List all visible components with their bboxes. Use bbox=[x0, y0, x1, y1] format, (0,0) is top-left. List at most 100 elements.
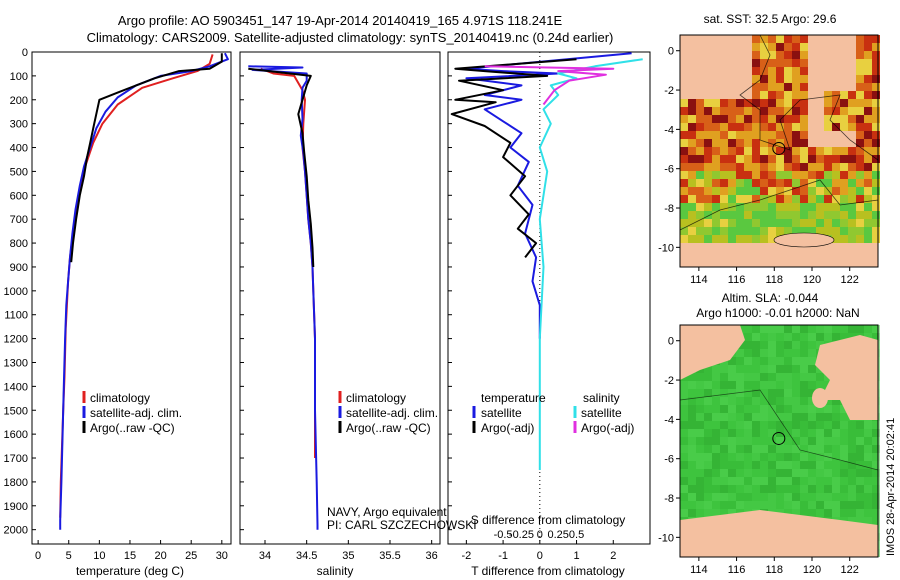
sst-cell bbox=[864, 107, 872, 115]
sst-cell bbox=[864, 187, 872, 195]
sla-cell bbox=[688, 445, 696, 453]
sst-cell bbox=[704, 171, 712, 179]
sst-cell bbox=[696, 147, 704, 155]
sst-cell bbox=[800, 147, 808, 155]
imos-stamp: IMOS 28-Apr-2014 20:02:41 bbox=[885, 418, 897, 556]
sst-cell bbox=[736, 107, 744, 115]
sst-cell bbox=[808, 171, 816, 179]
title-line1: Argo profile: AO 5903451_147 19-Apr-2014… bbox=[118, 13, 563, 28]
title-line2: Climatology: CARS2009. Satellite-adjuste… bbox=[87, 30, 614, 45]
sla-cell bbox=[736, 453, 744, 461]
map-x-tick-label: 122 bbox=[841, 564, 859, 576]
sst-cell bbox=[712, 123, 720, 131]
sst-cell bbox=[752, 227, 760, 235]
sla-cell bbox=[840, 445, 848, 453]
sla-cell bbox=[776, 405, 784, 413]
sla-cell bbox=[800, 325, 808, 333]
sla-cell bbox=[872, 461, 880, 469]
sla-cell bbox=[736, 421, 744, 429]
sst-cell bbox=[752, 139, 760, 147]
sst-cell bbox=[824, 179, 832, 187]
map-y-tick-label: -2 bbox=[664, 85, 674, 97]
sla-cell bbox=[776, 501, 784, 509]
sla-cell bbox=[872, 469, 880, 477]
x-tick-label: 2 bbox=[610, 550, 616, 562]
sla-cell bbox=[856, 421, 864, 429]
sla-cell bbox=[768, 453, 776, 461]
sla-cell bbox=[808, 333, 816, 341]
sla-cell bbox=[792, 413, 800, 421]
sst-cell bbox=[768, 51, 776, 59]
sst-cell bbox=[768, 203, 776, 211]
sla-cell bbox=[752, 365, 760, 373]
sst-cell bbox=[736, 139, 744, 147]
sst-cell bbox=[792, 211, 800, 219]
sla-cell bbox=[704, 437, 712, 445]
sla-cell bbox=[736, 413, 744, 421]
sla-cell bbox=[752, 413, 760, 421]
sst-cell bbox=[768, 59, 776, 67]
sst-cell bbox=[680, 227, 688, 235]
sst-cell bbox=[760, 35, 768, 43]
sla-cell bbox=[744, 461, 752, 469]
sla-cell bbox=[776, 477, 784, 485]
sla-cell bbox=[744, 333, 752, 341]
sst-cell bbox=[784, 51, 792, 59]
sla-cell bbox=[744, 389, 752, 397]
sst-cell bbox=[696, 171, 704, 179]
sla-cell bbox=[816, 437, 824, 445]
legend-label-t-argo: Argo(-adj) bbox=[481, 421, 534, 435]
sst-cell bbox=[776, 75, 784, 83]
sla-cell bbox=[784, 325, 792, 333]
sla-cell bbox=[784, 373, 792, 381]
sla-cell bbox=[688, 509, 696, 517]
sla-cell bbox=[784, 437, 792, 445]
sla-cell bbox=[872, 485, 880, 493]
sla-cell bbox=[720, 405, 728, 413]
sst-cell bbox=[720, 171, 728, 179]
sst-cell bbox=[760, 219, 768, 227]
sla-cell bbox=[800, 357, 808, 365]
sst-cell bbox=[752, 59, 760, 67]
sla-cell bbox=[824, 429, 832, 437]
sla-cell bbox=[704, 453, 712, 461]
sst-cell bbox=[800, 139, 808, 147]
sla-cell bbox=[752, 453, 760, 461]
x-tick-label: 35 bbox=[342, 550, 354, 562]
sla-cell bbox=[784, 429, 792, 437]
sla-cell bbox=[720, 397, 728, 405]
sla-cell bbox=[728, 493, 736, 501]
sla-cell bbox=[792, 453, 800, 461]
sst-cell bbox=[688, 123, 696, 131]
sst-cell bbox=[864, 235, 872, 243]
sla-cell bbox=[816, 501, 824, 509]
sla-cell bbox=[704, 477, 712, 485]
sst-cell bbox=[744, 123, 752, 131]
sst-cell bbox=[824, 211, 832, 219]
sst-cell bbox=[776, 211, 784, 219]
sst-cell bbox=[688, 155, 696, 163]
sla-cell bbox=[696, 389, 704, 397]
legend-label-climatology: climatology bbox=[90, 391, 150, 405]
sla-cell bbox=[704, 405, 712, 413]
sla-cell bbox=[680, 453, 688, 461]
sla-cell bbox=[808, 349, 816, 357]
sst-cell bbox=[832, 211, 840, 219]
sla-cell bbox=[808, 429, 816, 437]
sla-cell bbox=[744, 381, 752, 389]
sst-cell bbox=[800, 203, 808, 211]
sst-cell bbox=[832, 123, 840, 131]
sla-cell bbox=[792, 437, 800, 445]
sla-cell bbox=[784, 477, 792, 485]
sla-cell bbox=[768, 413, 776, 421]
sla-cell bbox=[832, 469, 840, 477]
temperature-legend: climatology satellite-adj. clim. Argo(..… bbox=[82, 391, 182, 435]
sla-cell bbox=[712, 421, 720, 429]
sst-cell bbox=[824, 107, 832, 115]
map-x-tick-label: 114 bbox=[690, 564, 708, 576]
sst-cell bbox=[768, 75, 776, 83]
sla-cell bbox=[784, 389, 792, 397]
sla-cell bbox=[712, 389, 720, 397]
sla-cell bbox=[760, 405, 768, 413]
sst-cell bbox=[832, 163, 840, 171]
